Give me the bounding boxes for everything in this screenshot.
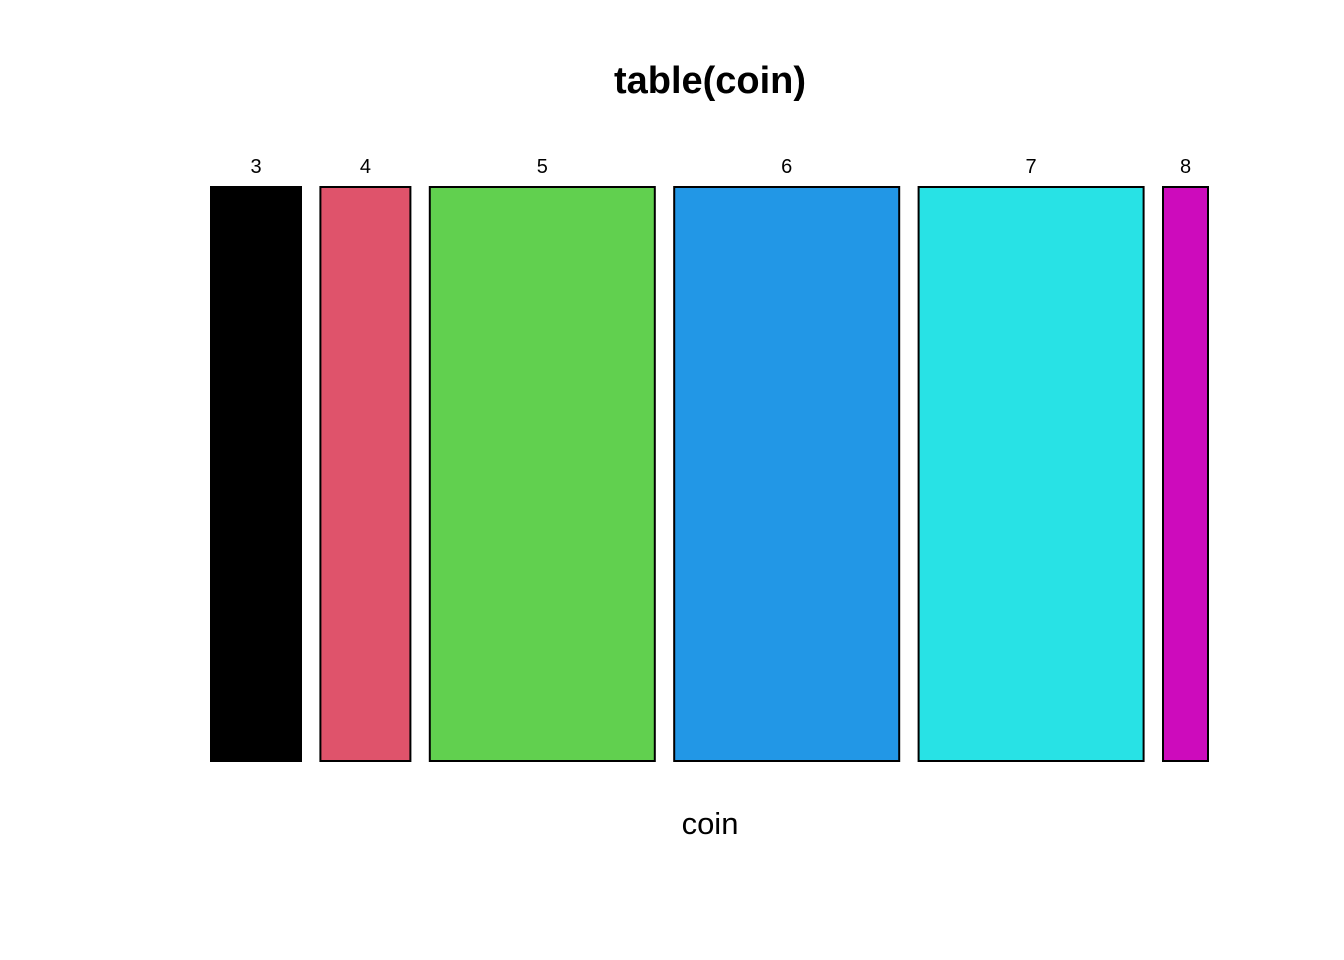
tile-7 bbox=[917, 186, 1145, 762]
tick-label-4: 4 bbox=[360, 156, 371, 178]
tile-5 bbox=[428, 186, 656, 762]
tick-labels-group: 3 4 5 6 7 8 bbox=[250, 156, 1191, 178]
tile-6 bbox=[673, 186, 901, 762]
tick-label-6: 6 bbox=[781, 156, 792, 178]
tick-label-3: 3 bbox=[250, 156, 261, 178]
tiles-group bbox=[210, 186, 1209, 762]
tile-3 bbox=[210, 186, 302, 762]
tick-label-7: 7 bbox=[1026, 156, 1037, 178]
tick-label-8: 8 bbox=[1180, 156, 1191, 178]
x-axis-label: coin bbox=[682, 806, 739, 841]
chart-title: table(coin) bbox=[614, 60, 806, 102]
tile-4 bbox=[319, 186, 412, 762]
tile-8 bbox=[1162, 186, 1209, 762]
tick-label-5: 5 bbox=[537, 156, 548, 178]
